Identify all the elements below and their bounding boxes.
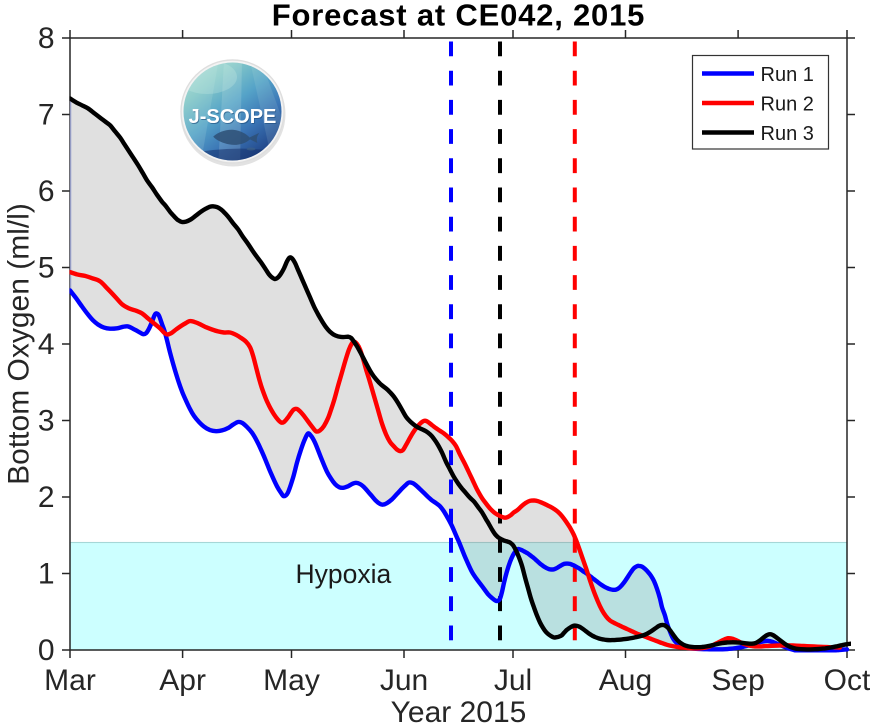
svg-text:J-SCOPE: J-SCOPE (189, 106, 277, 128)
svg-text:Hypoxia: Hypoxia (296, 559, 392, 589)
svg-text:May: May (263, 664, 320, 697)
svg-text:0: 0 (38, 634, 55, 667)
svg-text:7: 7 (38, 98, 55, 131)
svg-text:Run 2: Run 2 (761, 93, 814, 115)
svg-text:Mar: Mar (44, 664, 96, 697)
svg-text:Aug: Aug (599, 664, 652, 697)
svg-text:Oct: Oct (824, 664, 870, 697)
svg-text:Sep: Sep (711, 664, 764, 697)
svg-text:Run 3: Run 3 (761, 123, 814, 145)
svg-text:3: 3 (38, 404, 55, 437)
svg-text:J-SCOPE: J-SCOPE (189, 107, 277, 129)
svg-text:Apr: Apr (159, 664, 206, 697)
svg-text:Jun: Jun (380, 664, 428, 697)
svg-text:8: 8 (38, 22, 55, 55)
svg-text:5: 5 (38, 251, 55, 284)
svg-text:Forecast at CE042, 2015: Forecast at CE042, 2015 (272, 0, 645, 33)
svg-text:4: 4 (38, 328, 55, 361)
svg-text:Run 1: Run 1 (761, 64, 814, 86)
svg-text:2: 2 (38, 481, 55, 514)
svg-text:Jul: Jul (494, 664, 532, 697)
svg-text:Year 2015: Year 2015 (391, 696, 527, 728)
svg-text:1: 1 (38, 557, 55, 590)
svg-text:Bottom Oxygen (ml/l): Bottom Oxygen (ml/l) (3, 203, 36, 485)
svg-text:6: 6 (38, 175, 55, 208)
